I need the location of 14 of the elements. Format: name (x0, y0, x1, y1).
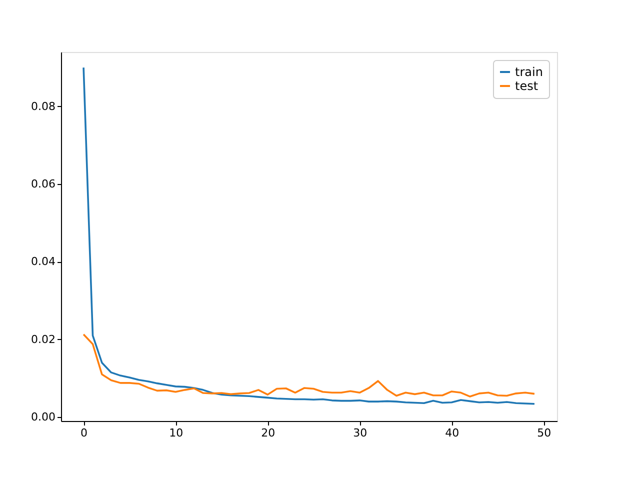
y-tick-label: 0.04 (31, 255, 56, 268)
legend-label: train (515, 65, 543, 79)
x-tick-label: 0 (80, 426, 88, 440)
line-series (82, 333, 536, 398)
y-tick-label: 0.00 (31, 410, 56, 424)
x-tick-label: 20 (261, 426, 276, 440)
x-tick-label: 50 (537, 426, 552, 440)
y-tick-label: 0.02 (31, 332, 56, 346)
x-tick-label: 30 (353, 426, 368, 440)
y-tick-label: 0.08 (31, 100, 56, 113)
x-tick-label: 10 (169, 426, 184, 440)
x-tick-label: 40 (445, 426, 460, 440)
y-tick-label: 0.06 (31, 178, 56, 191)
legend-label: test (515, 79, 538, 93)
